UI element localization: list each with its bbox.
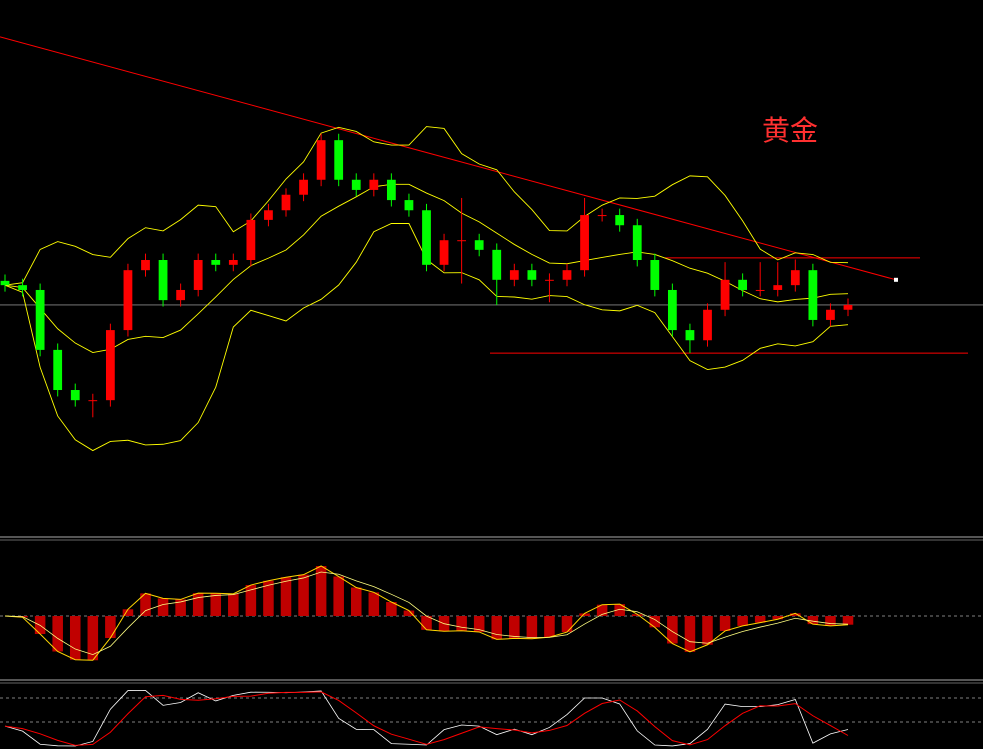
candle-body [843,304,853,310]
stoch-d [4,691,849,746]
candle-body [228,260,238,265]
candle-body [738,279,748,290]
candle-body [790,270,800,286]
candle-body [685,330,695,341]
candle-body [826,309,835,320]
candle-body [422,210,431,265]
candle-body [562,270,572,280]
band-middle [4,183,849,354]
candle-body [334,140,344,180]
macd-line [4,565,849,661]
signal-line [4,571,849,656]
candle-body [316,140,326,180]
candle-body [386,179,396,201]
trend-end [894,277,898,282]
candle-body [53,349,63,391]
candle-body [193,260,203,290]
candle-body [703,309,712,341]
band-upper [4,126,849,286]
trend-line [0,36,897,281]
candle-body [439,240,449,265]
candle-body [141,260,150,271]
candle-body [70,390,80,401]
candle-body [351,179,361,190]
candle-body [527,270,537,280]
candle-body [264,210,273,220]
candle-body [509,270,519,280]
candle-body [176,289,186,301]
candle-body [632,225,642,261]
candle-body [369,179,379,190]
candle-body [281,194,291,211]
stoch-k [4,689,849,747]
candle-body [545,279,554,281]
candle-body [650,260,660,290]
candle-body [18,285,27,290]
candle-body [158,260,168,301]
candle-body [35,289,45,350]
candle-body [773,285,783,290]
candle-body [457,240,467,242]
candle-body [808,270,818,320]
candle-body [0,280,10,286]
candle-body [720,279,730,310]
candle-body [299,179,308,195]
candle-body [667,289,677,331]
candle-body [597,215,607,217]
candle-body [105,330,115,401]
candle-body [492,249,502,280]
chart-title: 黄金 [762,114,818,147]
candle-body [88,400,98,402]
candle-body [211,260,221,265]
candle-body [474,240,484,250]
candle-body [580,215,589,271]
candle-body [123,270,133,331]
candle-body [246,219,256,261]
candle-body [755,289,765,291]
candle-body [615,215,625,226]
candle-body [404,200,414,211]
